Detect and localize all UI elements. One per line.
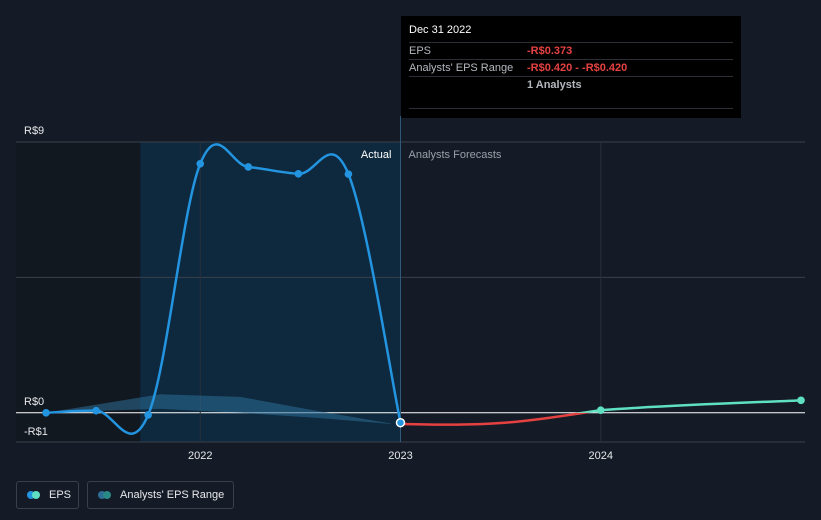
tooltip-row-range: Analysts' EPS Range -R$0.420 - -R$0.420 (409, 59, 733, 77)
section-label-actual: Actual (361, 149, 392, 161)
pre-period-shade (16, 142, 141, 442)
tooltip-row-eps: EPS -R$0.373 (409, 42, 733, 60)
eps-point (344, 170, 353, 178)
eps-point (294, 170, 303, 178)
range-legend-icon (98, 491, 112, 499)
tooltip-label-range: Analysts' EPS Range (409, 62, 514, 74)
eps-forecast-point (797, 396, 805, 405)
tooltip-value-range: -R$0.420 - -R$0.420 (527, 62, 628, 74)
section-label-forecast: Analysts Forecasts (408, 149, 501, 161)
eps-point (144, 411, 152, 419)
eps-point (196, 159, 205, 168)
x-tick-label: 2024 (588, 450, 612, 462)
tooltip-row-analysts: 1 Analysts (409, 76, 733, 94)
hover-tooltip: Dec 31 2022 EPS -R$0.373 Analysts' EPS R… (401, 16, 741, 118)
grid-lines (16, 116, 805, 443)
eps-point (395, 417, 406, 428)
x-tick-label: 2022 (188, 450, 212, 462)
legend-eps[interactable]: EPS (16, 481, 79, 509)
eps-line (45, 143, 402, 435)
eps-point (42, 408, 50, 417)
eps-forecast-line-negative (400, 412, 592, 426)
eps-point (244, 163, 253, 171)
y-tick-label: -R$1 (24, 426, 48, 438)
legend-analysts-range[interactable]: Analysts' EPS Range (87, 481, 234, 509)
legend-range-label: Analysts' EPS Range (120, 489, 225, 501)
tooltip-date: Dec 31 2022 (409, 24, 472, 36)
tooltip-divider (409, 108, 733, 110)
tooltip-value-analysts: 1 Analysts (527, 79, 582, 91)
y-tick-label: R$9 (24, 125, 44, 137)
actual-period-shade (140, 142, 401, 442)
analysts-range-band (46, 394, 391, 424)
tooltip-value-eps: -R$0.373 (527, 45, 573, 57)
y-tick-label: R$0 (24, 396, 44, 408)
legend-eps-label: EPS (49, 489, 72, 501)
eps-point (92, 406, 100, 415)
tooltip-label-eps: EPS (409, 45, 432, 57)
eps-forecast-point (596, 406, 605, 414)
x-tick-label: 2023 (388, 450, 412, 462)
eps-legend-icon (27, 491, 41, 499)
